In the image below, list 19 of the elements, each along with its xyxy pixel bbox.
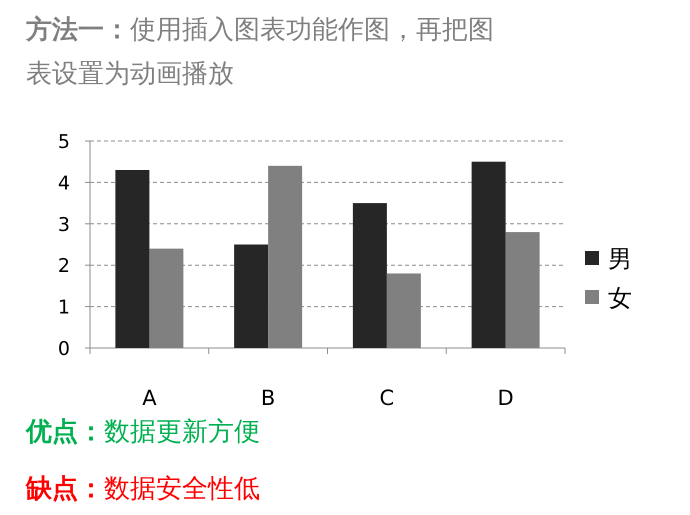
bar [352, 203, 387, 348]
bar [472, 162, 506, 348]
bar [234, 244, 268, 348]
y-tick-label: 4 [58, 172, 70, 194]
text: 缺点：数据安全性低 [25, 474, 260, 504]
y-tick-label: 2 [58, 255, 70, 278]
y-tick-label: 1 [58, 296, 70, 319]
legend-label: 女 [608, 284, 632, 312]
chart-title: 方法一：使用插入图表功能作图，再把图表设置为动画播放 [25, 15, 494, 89]
text: 优点：数据更新方便 [25, 417, 260, 447]
x-tick-label: C [380, 386, 394, 410]
legend-label: 男 [608, 245, 632, 273]
x-tick-label: B [260, 386, 276, 410]
bar [115, 170, 150, 348]
x-tick-label: D [498, 386, 514, 410]
x-tick-label: A [142, 386, 158, 410]
y-tick-label: 0 [58, 338, 70, 360]
y-tick-label: 3 [58, 214, 70, 236]
y-tick-label: 5 [58, 131, 70, 153]
